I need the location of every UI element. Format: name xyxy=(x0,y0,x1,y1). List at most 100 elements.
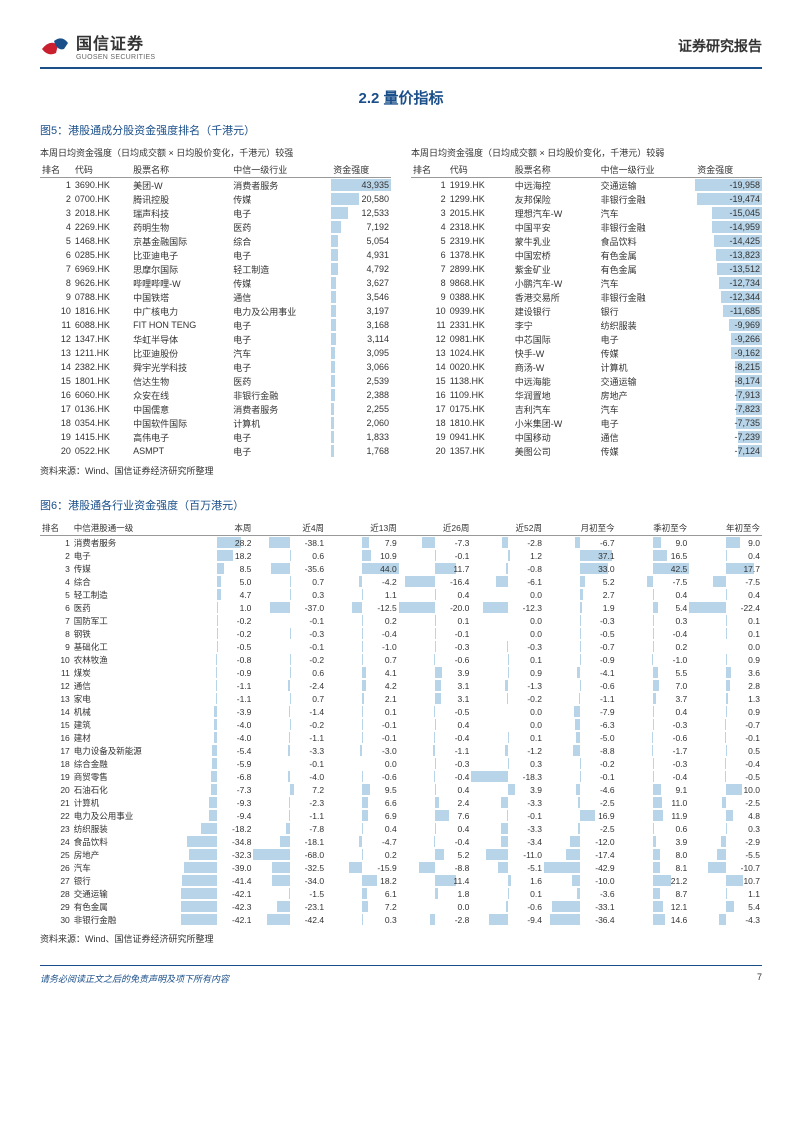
value-cell: 12.1 xyxy=(617,900,690,913)
value-cell: 4.1 xyxy=(326,666,399,679)
name-cell: 高伟电子 xyxy=(131,430,231,444)
value-cell: 4.8 xyxy=(689,809,762,822)
table-row: 8 9868.HK 小鹏汽车-W 汽车 -12,734 xyxy=(411,276,762,290)
value-cell: -2.8 xyxy=(399,913,472,926)
table-row: 23 纺织服装 -18.2 -7.8 0.4 0.4 -3.3 -2.5 0.6… xyxy=(40,822,762,835)
code-cell: 2899.HK xyxy=(448,262,513,276)
rank-cell: 5 xyxy=(40,234,73,248)
rank-cell: 3 xyxy=(411,206,448,220)
value-cell: 10.9 xyxy=(326,549,399,562)
table-row: 19 商贸零售 -6.8 -4.0 -0.6 -0.4 -18.3 -0.1 -… xyxy=(40,770,762,783)
logo-text-cn: 国信证券 xyxy=(76,30,155,54)
value-cell: 0.3 xyxy=(326,913,399,926)
name-cell: 华润置地 xyxy=(513,388,599,402)
value-cell: 2.7 xyxy=(544,588,617,601)
table-row: 14 0020.HK 商汤-W 计算机 -8,215 xyxy=(411,360,762,374)
value-cell: 9.0 xyxy=(617,536,690,550)
value-cell: 7.0 xyxy=(617,679,690,692)
value-cell: 28.2 xyxy=(181,536,254,550)
value-cell: -2.5 xyxy=(689,796,762,809)
value-cell: 1.1 xyxy=(689,887,762,900)
rank-cell: 17 xyxy=(40,744,72,757)
value-cell: 3,095 xyxy=(331,346,391,360)
code-cell: 0354.HK xyxy=(73,416,131,430)
value-cell: -5.5 xyxy=(689,848,762,861)
table-row: 20 1357.HK 美图公司 传媒 -7,124 xyxy=(411,444,762,458)
table-row: 6 1378.HK 中国宏桥 有色金属 -13,823 xyxy=(411,248,762,262)
table-row: 7 2899.HK 紫金矿业 有色金属 -13,512 xyxy=(411,262,762,276)
value-cell: -4.0 xyxy=(181,731,254,744)
name-cell: 华虹半导体 xyxy=(131,332,231,346)
value-cell: 0.6 xyxy=(253,666,326,679)
table-row: 3 2018.HK 瑞声科技 电子 12,533 xyxy=(40,206,391,220)
table-row: 8 9626.HK 哔哩哔哩-W 传媒 3,627 xyxy=(40,276,391,290)
rank-cell: 15 xyxy=(411,374,448,388)
value-cell: -7,735 xyxy=(695,416,762,430)
value-cell: 2,539 xyxy=(331,374,391,388)
rank-cell: 10 xyxy=(411,304,448,318)
value-cell: -9.4 xyxy=(181,809,254,822)
name-cell: 通信 xyxy=(72,679,181,692)
chart5-tables: 本周日均资金强度（日均成交额 × 日均股价变化，千港元）较强 排名代码股票名称中… xyxy=(40,146,762,458)
value-cell: -38.1 xyxy=(253,536,326,550)
value-cell: -7.9 xyxy=(544,705,617,718)
industry-cell: 汽车 xyxy=(231,346,331,360)
code-cell: 1347.HK xyxy=(73,332,131,346)
chart5-left: 本周日均资金强度（日均成交额 × 日均股价变化，千港元）较强 排名代码股票名称中… xyxy=(40,146,391,458)
table-row: 19 0941.HK 中国移动 通信 -7,239 xyxy=(411,430,762,444)
industry-cell: 有色金属 xyxy=(599,248,696,262)
value-cell: -0.5 xyxy=(689,770,762,783)
value-cell: 0.0 xyxy=(471,614,544,627)
value-cell: -0.4 xyxy=(326,627,399,640)
name-cell: 中国儒意 xyxy=(131,402,231,416)
rank-cell: 24 xyxy=(40,835,72,848)
rank-cell: 5 xyxy=(40,588,72,601)
value-cell: 9.1 xyxy=(617,783,690,796)
value-cell: -34.0 xyxy=(253,874,326,887)
rank-cell: 12 xyxy=(411,332,448,346)
value-cell: -37.0 xyxy=(253,601,326,614)
value-cell: -2.9 xyxy=(689,835,762,848)
table-row: 4 2269.HK 药明生物 医药 7,192 xyxy=(40,220,391,234)
industry-cell: 传媒 xyxy=(599,346,696,360)
value-cell: -0.1 xyxy=(253,614,326,627)
value-cell: -5.4 xyxy=(181,744,254,757)
col-header: 中信港股通一级 xyxy=(72,521,181,536)
value-cell: -1.3 xyxy=(471,679,544,692)
value-cell: 1,833 xyxy=(331,430,391,444)
value-cell: -0.1 xyxy=(253,757,326,770)
value-cell: 2.4 xyxy=(399,796,472,809)
name-cell: FIT HON TENG xyxy=(131,318,231,332)
value-cell: 10.0 xyxy=(689,783,762,796)
value-cell: -0.9 xyxy=(181,666,254,679)
rank-cell: 17 xyxy=(40,402,73,416)
table-row: 7 6969.HK 思摩尔国际 轻工制造 4,792 xyxy=(40,262,391,276)
value-cell: 0.9 xyxy=(689,705,762,718)
name-cell: 计算机 xyxy=(72,796,181,809)
industry-cell: 银行 xyxy=(599,304,696,318)
col-header: 季初至今 xyxy=(617,521,690,536)
name-cell: 比亚迪电子 xyxy=(131,248,231,262)
value-cell: 0.0 xyxy=(471,718,544,731)
name-cell: 非银行金融 xyxy=(72,913,181,926)
value-cell: 4,792 xyxy=(331,262,391,276)
table-row: 11 2331.HK 李宁 纺织服装 -9,969 xyxy=(411,318,762,332)
industry-cell: 电子 xyxy=(599,332,696,346)
value-cell: -32.5 xyxy=(253,861,326,874)
name-cell: 李宁 xyxy=(513,318,599,332)
name-cell: 综合金融 xyxy=(72,757,181,770)
value-cell: -0.3 xyxy=(399,640,472,653)
table-row: 2 0700.HK 腾讯控股 传媒 20,580 xyxy=(40,192,391,206)
rank-cell: 22 xyxy=(40,809,72,822)
value-cell: -42.4 xyxy=(253,913,326,926)
name-cell: 建筑 xyxy=(72,718,181,731)
rank-cell: 19 xyxy=(40,430,73,444)
value-cell: 21.2 xyxy=(617,874,690,887)
table-row: 19 1415.HK 高伟电子 电子 1,833 xyxy=(40,430,391,444)
value-cell: 12,533 xyxy=(331,206,391,220)
name-cell: 家电 xyxy=(72,692,181,705)
value-cell: -0.4 xyxy=(399,835,472,848)
value-cell: 0.3 xyxy=(689,822,762,835)
code-cell: 2319.HK xyxy=(448,234,513,248)
value-cell: -1.1 xyxy=(544,692,617,705)
